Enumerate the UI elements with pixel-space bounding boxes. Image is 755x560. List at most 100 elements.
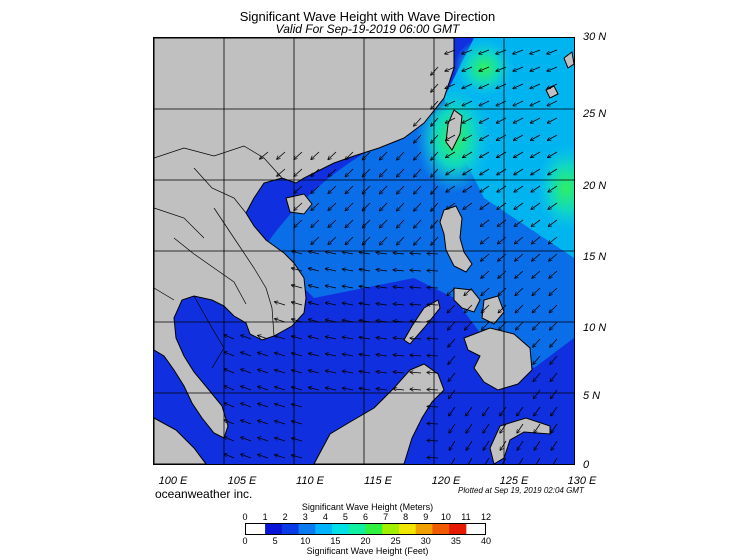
colorbar-swatch: [449, 524, 467, 534]
wave-arrow: [362, 202, 371, 211]
wave-arrow: [497, 151, 507, 158]
wave-arrow: [291, 353, 303, 357]
wave-arrow: [359, 269, 371, 271]
wave-arrow: [483, 423, 490, 433]
wave-arrow: [308, 336, 320, 340]
wave-arrow: [427, 406, 439, 407]
colorbar-swatch: [348, 524, 366, 534]
wave-arrow: [465, 321, 473, 330]
wave-arrow: [328, 219, 337, 228]
map-title: Significant Wave Height with Wave Direct…: [239, 9, 496, 24]
wave-arrow: [500, 457, 507, 464]
wave-arrow: [431, 219, 439, 228]
wave-arrow: [446, 185, 456, 192]
wave-arrow: [427, 423, 439, 424]
wave-arrow: [308, 285, 320, 289]
wave-arrow: [480, 219, 490, 227]
wave-arrow: [291, 387, 303, 391]
wave-arrow: [308, 268, 320, 272]
wave-arrow: [311, 185, 320, 194]
wave-arrow: [431, 151, 439, 160]
wave-arrow: [463, 202, 473, 209]
wave-arrow: [497, 236, 507, 244]
wave-arrow: [549, 253, 558, 261]
wave-arrow: [393, 304, 405, 305]
wave-arrow: [483, 440, 490, 450]
lat-label-10n: 10 N: [583, 322, 607, 334]
wave-arrow: [531, 185, 541, 192]
wave-arrow: [431, 83, 439, 92]
wave-arrow: [548, 168, 558, 175]
wave-arrow: [532, 270, 541, 278]
wave-arrow: [359, 303, 371, 305]
wave-arrow: [466, 406, 473, 416]
wave-arrow: [515, 287, 524, 296]
wave-arrow: [500, 440, 507, 450]
wave-arrow: [258, 420, 269, 425]
wave-arrow: [224, 437, 235, 442]
wave-arrow: [514, 202, 524, 209]
wave-arrow: [362, 219, 371, 228]
wave-arrow: [431, 236, 439, 245]
wave-arrow: [463, 168, 473, 175]
wave-arrow: [498, 304, 507, 313]
colorbar-meter-tick: 12: [480, 512, 492, 522]
wave-arrow: [224, 369, 235, 374]
wave-arrow: [275, 455, 286, 459]
wave-arrow: [530, 100, 541, 106]
wave-arrow: [397, 151, 405, 160]
colorbar-meter-tick: 0: [242, 512, 248, 522]
wave-arrow: [533, 321, 541, 330]
wave-arrow: [515, 270, 524, 278]
wave-arrow: [393, 372, 405, 373]
wave-arrow: [448, 372, 456, 382]
wave-arrow: [258, 454, 269, 459]
wave-arrow: [446, 202, 456, 209]
wave-arrow: [294, 185, 303, 193]
lat-label-20n: 20 N: [583, 180, 607, 192]
wave-arrow: [462, 100, 473, 106]
wave-arrow: [275, 387, 286, 391]
lon-label-115e: 115 E: [364, 475, 392, 487]
wave-arrow: [462, 66, 473, 71]
wave-arrow: [325, 303, 337, 306]
wave-arrow: [448, 355, 456, 364]
lon-label-120e: 120 E: [431, 475, 461, 487]
wave-arrow: [397, 219, 405, 228]
wave-arrow: [379, 168, 388, 177]
wave-arrow: [258, 335, 269, 340]
wave-arrow: [462, 83, 473, 89]
wave-arrow: [431, 168, 439, 177]
wave-arrow: [342, 303, 354, 305]
wave-arrow: [446, 151, 456, 158]
wave-height-map: [153, 37, 575, 465]
wave-arrow: [513, 66, 524, 71]
wave-arrow: [362, 185, 371, 194]
wave-arrow: [325, 354, 337, 357]
wave-arrow: [445, 134, 456, 140]
wave-arrow: [241, 352, 252, 357]
colorbar: [245, 523, 486, 535]
wave-arrow: [258, 437, 269, 442]
wave-arrow: [513, 117, 524, 123]
wave-arrow: [431, 66, 439, 75]
colorbar-feet-tick: 20: [360, 536, 371, 546]
wave-arrow: [393, 338, 405, 339]
wave-arrow: [533, 389, 541, 399]
wave-arrow: [376, 355, 388, 357]
wave-arrow: [548, 236, 558, 244]
wave-arrow: [479, 49, 490, 54]
wave-arrow: [241, 437, 252, 442]
wave-arrow: [258, 403, 269, 408]
wave-arrow: [224, 403, 235, 408]
wave-arrow: [547, 83, 558, 89]
wave-arrow: [481, 253, 490, 261]
lon-label-105e: 105 E: [227, 475, 257, 487]
wave-arrow: [480, 202, 490, 209]
colorbar-swatch: [382, 524, 400, 534]
wave-arrow: [328, 236, 337, 245]
wave-arrow: [258, 352, 269, 357]
colorbar-feet-tick: 5: [272, 536, 278, 546]
colorbar-feet-tick: 15: [330, 536, 341, 546]
wave-arrow: [393, 287, 405, 288]
